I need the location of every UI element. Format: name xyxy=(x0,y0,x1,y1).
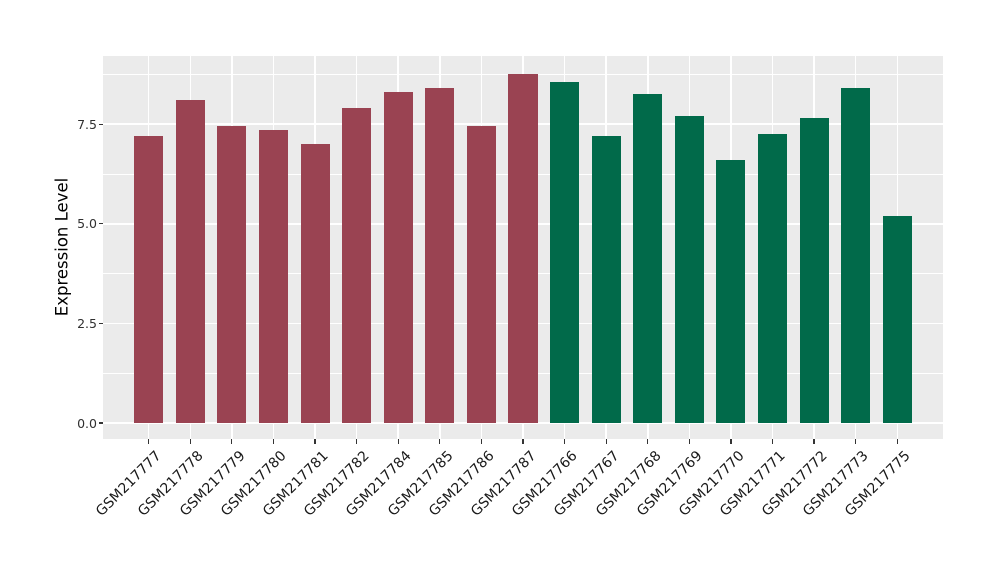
x-tick-mark xyxy=(272,439,275,444)
x-tick-mark xyxy=(314,439,316,444)
y-tick-mark xyxy=(98,223,103,225)
bar xyxy=(134,136,164,424)
bar xyxy=(757,134,788,424)
y-tick-label: 2.5 xyxy=(77,315,97,331)
plot-panel xyxy=(103,56,943,439)
bar xyxy=(466,126,496,424)
y-tick-mark xyxy=(98,322,103,324)
x-tick-mark xyxy=(730,439,732,444)
bar xyxy=(342,108,372,424)
bar xyxy=(217,126,247,424)
x-tick-mark xyxy=(189,439,191,444)
x-tick-mark xyxy=(605,439,607,444)
x-tick-mark xyxy=(148,439,150,444)
x-tick-mark xyxy=(563,439,566,444)
y-axis-title: Expression Level xyxy=(52,177,72,317)
bar xyxy=(300,144,330,424)
x-tick-mark xyxy=(647,439,649,444)
bar xyxy=(425,88,455,424)
bar xyxy=(175,100,205,424)
bar xyxy=(674,116,704,424)
x-tick-mark xyxy=(855,439,857,444)
x-tick-mark xyxy=(771,439,774,444)
y-tick-label: 0.0 xyxy=(77,415,97,431)
bar xyxy=(716,160,746,424)
x-tick-mark xyxy=(231,439,233,444)
bar xyxy=(508,74,538,424)
y-tick-label: 7.5 xyxy=(77,116,97,132)
y-tick-mark xyxy=(98,422,103,424)
bar xyxy=(258,130,289,424)
x-tick-mark xyxy=(813,439,815,444)
y-tick-mark xyxy=(98,123,103,125)
x-tick-mark xyxy=(522,439,524,444)
x-tick-mark xyxy=(439,439,441,444)
bar xyxy=(550,82,580,424)
bar xyxy=(841,88,871,424)
bar xyxy=(591,136,621,424)
bar xyxy=(882,215,912,424)
x-tick-mark xyxy=(896,439,898,444)
x-tick-mark xyxy=(688,439,690,444)
x-tick-mark xyxy=(480,439,482,444)
bar xyxy=(633,94,663,424)
x-tick-mark xyxy=(397,439,399,444)
bar xyxy=(799,118,829,424)
x-tick-mark xyxy=(356,439,358,444)
bar xyxy=(383,92,413,424)
y-tick-label: 5.0 xyxy=(77,216,97,232)
